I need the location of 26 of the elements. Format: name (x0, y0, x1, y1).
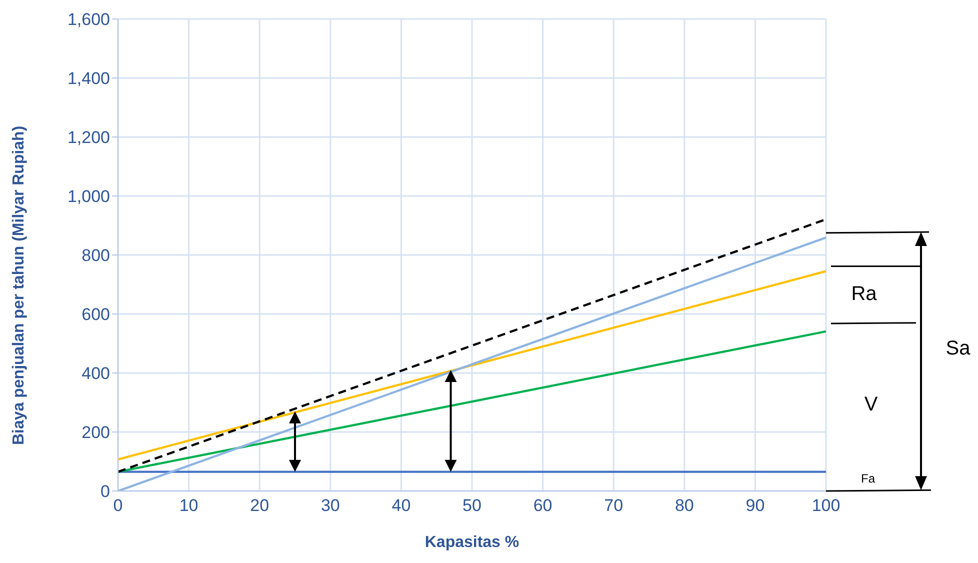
y-tick-label: 200 (82, 423, 110, 442)
y-tick-label: 400 (82, 364, 110, 384)
y-axis-title: Biaya penjualan per tahun (Milyar Rupiah) (10, 126, 28, 445)
x-tick-label: 40 (392, 496, 411, 516)
x-tick-label: 30 (320, 496, 340, 516)
x-tick-label: 60 (533, 496, 552, 516)
x-tick-label: 10 (179, 496, 198, 516)
y-tick-label: 1,400 (67, 69, 110, 88)
x-tick-label: 90 (746, 496, 765, 516)
y-tick-label: 0 (100, 482, 110, 502)
y-tick-label: 1,200 (67, 128, 110, 148)
y-tick-label: 800 (82, 246, 110, 266)
x-tick-label: 70 (604, 496, 624, 516)
text: V (864, 394, 878, 416)
x-tick-label: 0 (113, 496, 123, 516)
y-tick-label: 1,000 (67, 187, 110, 206)
x-tick-label: 80 (674, 496, 694, 516)
y-tick-label: 1,600 (67, 10, 110, 30)
y-tick-label: 600 (82, 305, 110, 324)
x-tick-label: 100 (812, 496, 840, 516)
text: Fa (860, 471, 876, 486)
x-tick-label: 50 (462, 496, 482, 516)
text: Sa (946, 338, 972, 360)
x-axis-title: Kapasitas % (424, 534, 520, 551)
text: Ra (851, 283, 878, 306)
x-tick-label: 20 (250, 496, 270, 516)
